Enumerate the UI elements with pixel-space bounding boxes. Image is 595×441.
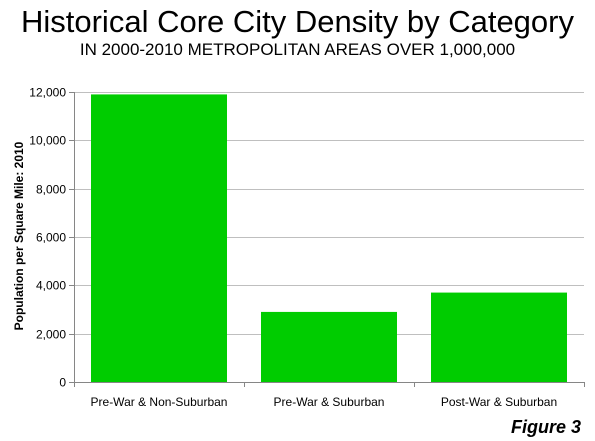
chart-subtitle: IN 2000-2010 METROPOLITAN AREAS OVER 1,0… (79, 40, 516, 59)
bar (261, 311, 397, 382)
y-tick-label: 12,000 (29, 86, 66, 100)
y-tick-label: 0 (59, 376, 66, 390)
y-tick-label: 4,000 (36, 279, 66, 293)
axes (69, 92, 585, 387)
y-tick-label: 2,000 (36, 328, 66, 342)
y-tick-label: 8,000 (36, 183, 66, 197)
x-tick-label: Post-War & Suburban (441, 395, 557, 409)
y-tick-label: 6,000 (36, 231, 66, 245)
x-tick-label: Pre-War & Non-Suburban (91, 395, 228, 409)
y-tick-label: 10,000 (29, 134, 66, 148)
x-tick-label: Pre-War & Suburban (274, 395, 385, 409)
bar (431, 292, 567, 382)
bars (91, 94, 567, 383)
chart-title: Historical Core City Density by Category (20, 4, 574, 39)
y-axis-label: Population per Square Mile: 2010 (12, 141, 26, 330)
tick-labels: 0 2,000 4,000 6,000 8,000 10,000 12,000 Pre-War… (29, 86, 557, 410)
figure-label: Figure 3 (510, 417, 581, 437)
bar (91, 94, 227, 383)
